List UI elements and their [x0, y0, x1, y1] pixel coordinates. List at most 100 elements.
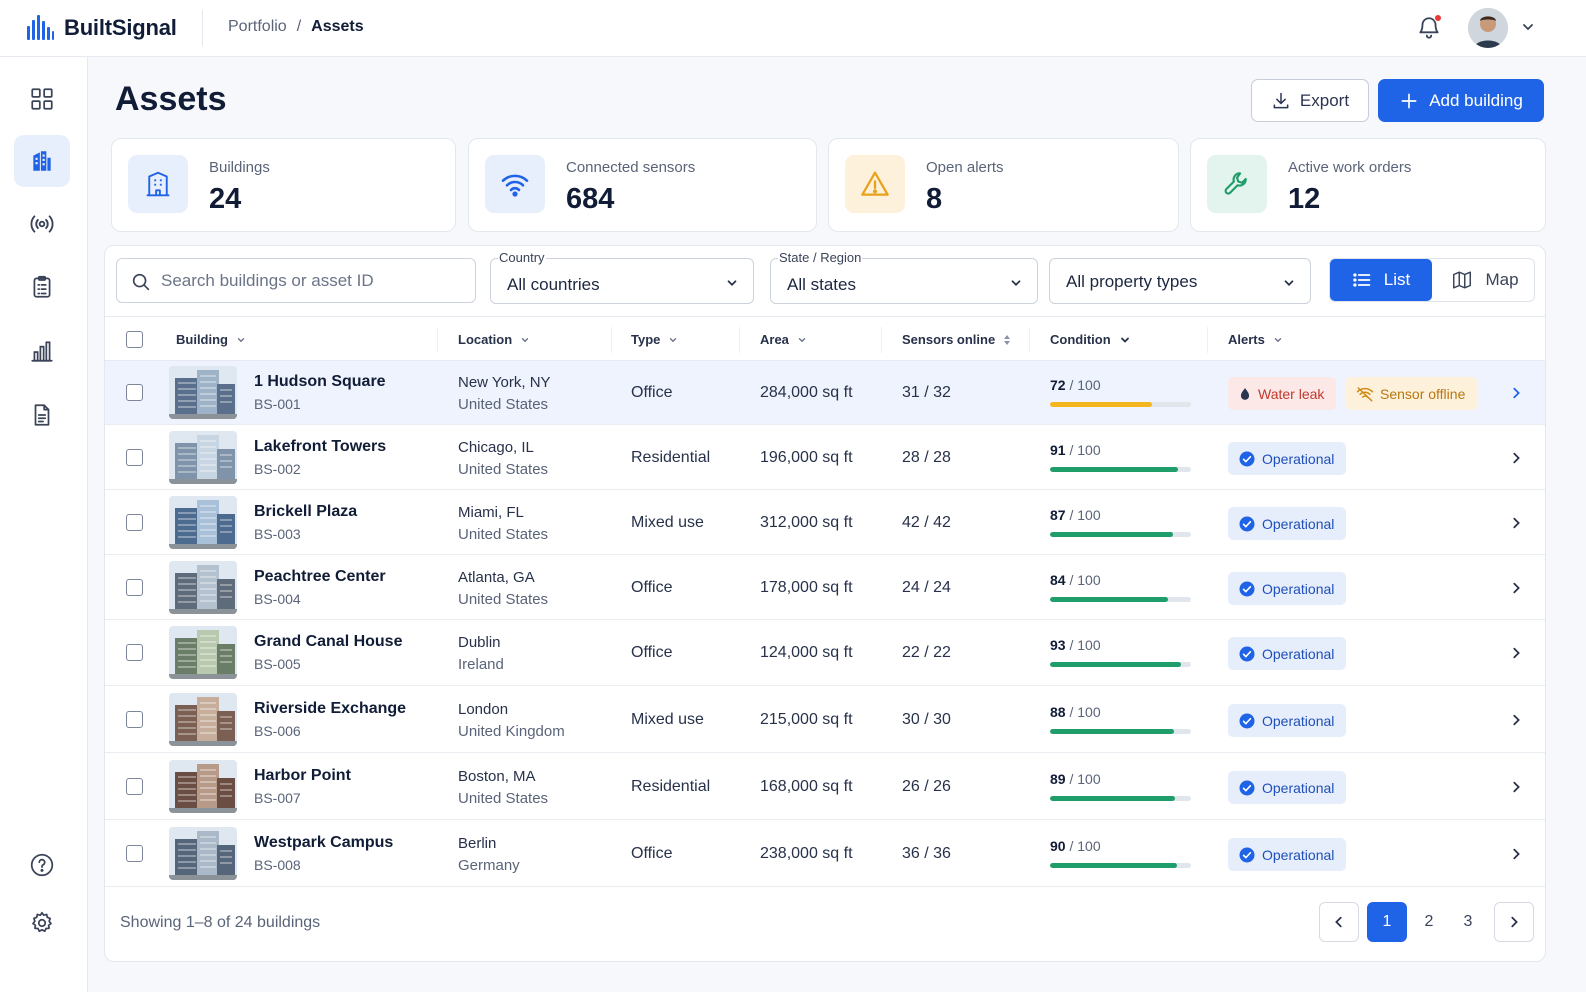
alert-badge-sensor-offline[interactable]: Sensor offline — [1346, 377, 1478, 410]
status-badge[interactable]: Operational — [1228, 771, 1347, 804]
status-badge[interactable]: Operational — [1228, 572, 1347, 605]
sort-icon — [1004, 334, 1011, 345]
sidebar-item-work-orders[interactable] — [14, 261, 70, 313]
row-checkbox[interactable] — [126, 644, 143, 661]
table-row[interactable]: Harbor Point BS-007 Boston, MA United State… — [105, 753, 1545, 820]
table-row[interactable]: Westpark Campus BS-008 Berlin Germany Office… — [105, 820, 1545, 887]
sidebar-item-dashboard[interactable] — [14, 73, 70, 125]
table-row[interactable]: Brickell Plaza BS-003 Miami, FL United Stat… — [105, 490, 1545, 555]
sensors-online: 36 / 36 — [902, 845, 951, 862]
state-select[interactable]: State / Region All states — [770, 250, 1038, 304]
column-header-location[interactable]: Location — [458, 332, 530, 347]
building-thumbnail — [169, 431, 237, 484]
chevron-right-icon[interactable] — [1509, 646, 1523, 660]
building-name[interactable]: Grand Canal House — [254, 633, 403, 650]
building-name[interactable]: 1 Hudson Square — [254, 373, 386, 390]
row-checkbox[interactable] — [126, 845, 143, 862]
table-row[interactable]: 1 Hudson Square BS-001 New York, NY United … — [105, 361, 1545, 425]
building-name[interactable]: Brickell Plaza — [254, 503, 358, 520]
chevron-right-icon[interactable] — [1509, 713, 1523, 727]
building-name[interactable]: Peachtree Center — [254, 568, 386, 585]
chevron-right-icon[interactable] — [1509, 516, 1523, 530]
notification-bell-icon[interactable] — [1416, 15, 1442, 41]
chevron-right-icon[interactable] — [1509, 581, 1523, 595]
property-type-select[interactable]: All property types — [1049, 258, 1311, 304]
row-checkbox[interactable] — [126, 778, 143, 795]
sidebar-item-reports[interactable] — [14, 389, 70, 441]
country-select[interactable]: Country All countries — [490, 250, 754, 304]
chevron-right-icon[interactable] — [1509, 780, 1523, 794]
sidebar-item-analytics[interactable] — [14, 325, 70, 377]
broadcast-icon — [30, 215, 54, 233]
table-row[interactable]: Peachtree Center BS-004 Atlanta, GA United … — [105, 555, 1545, 620]
page-button-2[interactable]: 2 — [1424, 913, 1434, 930]
check-circle-icon — [1239, 581, 1255, 596]
table-row[interactable]: Lakefront Towers BS-002 Chicago, IL United … — [105, 425, 1545, 490]
chevron-right-icon[interactable] — [1509, 451, 1523, 465]
row-checkbox[interactable] — [126, 514, 143, 531]
building-name[interactable]: Harbor Point — [254, 767, 351, 784]
condition-bar — [1050, 597, 1191, 602]
sensors-online: 24 / 24 — [902, 579, 951, 596]
property-type: Office — [631, 579, 673, 596]
table-row[interactable]: Riverside Exchange BS-006 London United Kin… — [105, 686, 1545, 753]
status-badge[interactable]: Operational — [1228, 637, 1347, 670]
building-photo-icon — [169, 561, 237, 614]
column-header-type[interactable]: Type — [631, 332, 678, 347]
stat-icon-box — [845, 155, 905, 213]
prev-page-button[interactable] — [1319, 902, 1359, 942]
sidebar-item-sensors[interactable] — [14, 198, 70, 250]
add-building-button[interactable]: Add building — [1378, 79, 1544, 122]
sidebar-item-help[interactable] — [14, 839, 70, 891]
building-name[interactable]: Riverside Exchange — [254, 700, 407, 717]
breadcrumb-portfolio[interactable]: Portfolio — [228, 18, 287, 35]
location-city: New York, NY — [458, 374, 551, 391]
search-input[interactable] — [161, 259, 461, 302]
download-icon — [1273, 92, 1289, 108]
next-page-button[interactable] — [1494, 902, 1534, 942]
column-header-building[interactable]: Building — [176, 332, 246, 347]
status-badge[interactable]: Operational — [1228, 704, 1347, 737]
map-icon — [1453, 271, 1472, 289]
export-label: Export — [1299, 90, 1350, 110]
app-logo[interactable]: BuiltSignal — [24, 12, 177, 44]
select-all-checkbox[interactable] — [126, 331, 143, 348]
building-name[interactable]: Westpark Campus — [254, 834, 394, 851]
chevron-down-icon[interactable] — [1520, 19, 1536, 35]
page-button-1[interactable]: 1 — [1367, 902, 1407, 942]
building-name[interactable]: Lakefront Towers — [254, 438, 387, 455]
export-button[interactable]: Export — [1251, 79, 1369, 122]
row-checkbox[interactable] — [126, 711, 143, 728]
avatar[interactable] — [1468, 8, 1508, 48]
condition-score: 90 / 100 — [1050, 838, 1101, 854]
row-checkbox[interactable] — [126, 384, 143, 401]
row-checkbox[interactable] — [126, 579, 143, 596]
building-thumbnail — [169, 626, 237, 679]
stat-value: 24 — [209, 183, 242, 215]
row-checkbox[interactable] — [126, 449, 143, 466]
column-header-alerts[interactable]: Alerts — [1228, 332, 1283, 347]
condition-bar-fill — [1050, 532, 1173, 537]
list-view-label: List — [1383, 270, 1411, 289]
column-header-label: Type — [631, 332, 661, 347]
building-area: 215,000 sq ft — [760, 711, 853, 728]
alert-badge-water-leak[interactable]: Water leak — [1228, 377, 1337, 410]
chevron-right-icon[interactable] — [1509, 847, 1523, 861]
table-row[interactable]: Grand Canal House BS-005 Dublin Ireland Offi… — [105, 620, 1545, 686]
sidebar-item-assets[interactable] — [14, 135, 70, 187]
condition-score: 93 / 100 — [1050, 637, 1101, 653]
status-badge[interactable]: Operational — [1228, 507, 1347, 540]
column-header-area[interactable]: Area — [760, 332, 807, 347]
column-header-condition[interactable]: Condition — [1050, 332, 1131, 347]
condition-score: 89 / 100 — [1050, 771, 1101, 787]
status-badge[interactable]: Operational — [1228, 442, 1347, 475]
location-city: London — [458, 701, 509, 718]
list-view-button[interactable]: List — [1330, 259, 1432, 301]
column-header-sensors[interactable]: Sensors online — [902, 332, 1011, 347]
sidebar-item-settings[interactable] — [14, 897, 70, 949]
map-view-button[interactable]: Map — [1434, 259, 1536, 301]
status-badge[interactable]: Operational — [1228, 838, 1347, 871]
chevron-right-icon[interactable] — [1509, 386, 1523, 400]
page-button-3[interactable]: 3 — [1463, 913, 1473, 930]
building-photo-icon — [169, 760, 237, 813]
